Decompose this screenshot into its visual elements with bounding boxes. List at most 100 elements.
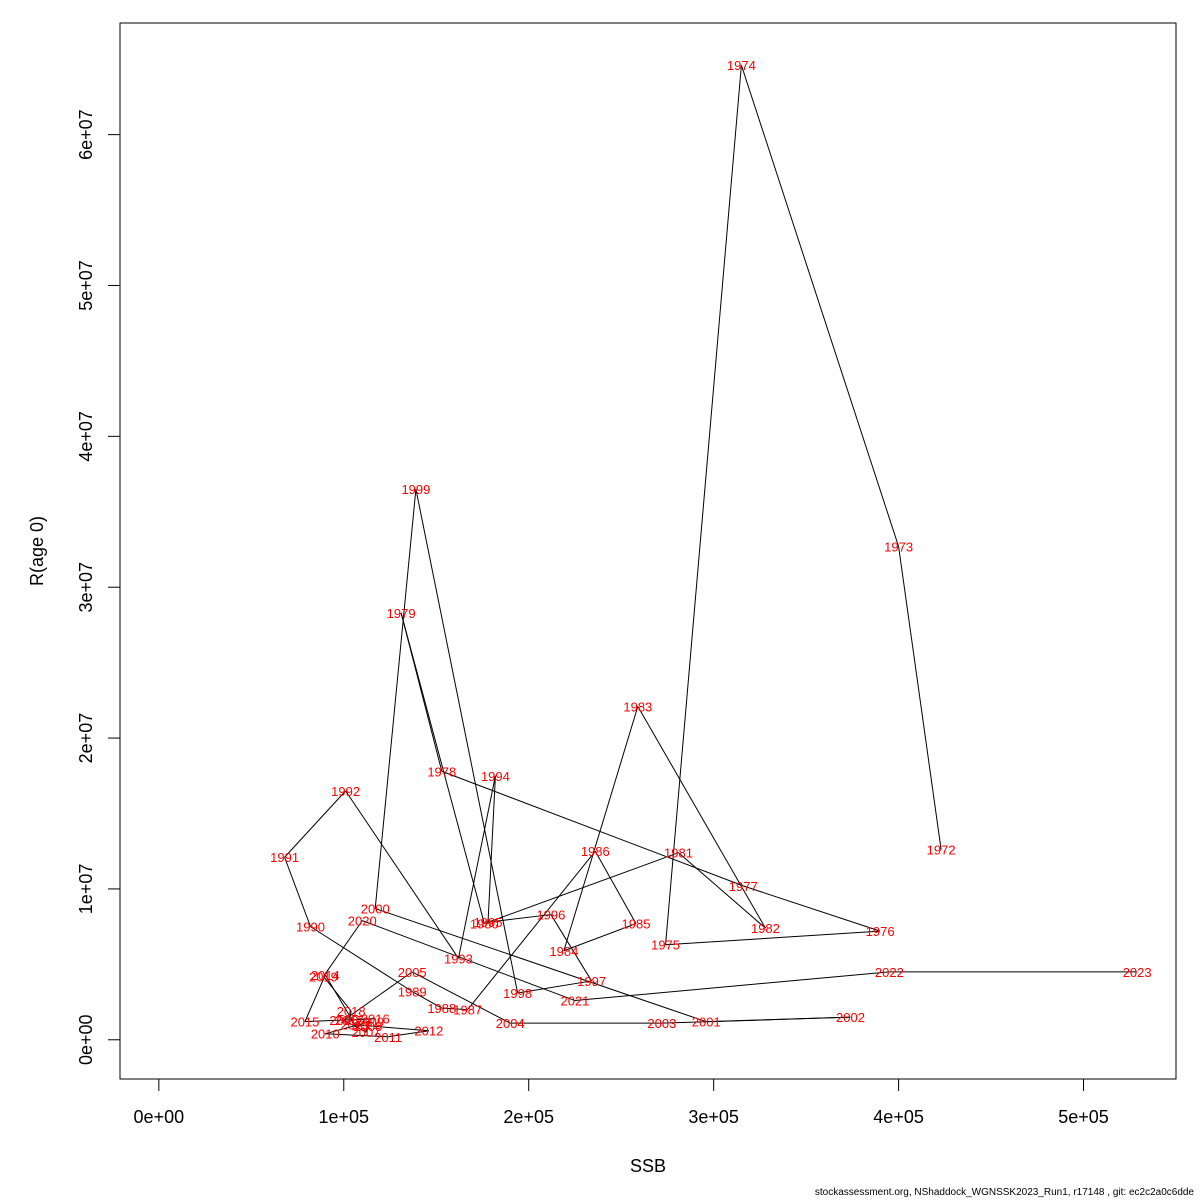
path-segment: [375, 908, 707, 1023]
path-segment: [665, 930, 881, 946]
year-labels: 1972 1973 1974 1975 1976 1977 1978 1979 1980 1981…: [270, 58, 1151, 1045]
year-label: 1990: [296, 920, 325, 935]
path-segment: [563, 923, 637, 952]
year-label: 2019: [309, 969, 338, 984]
year-label: 2004: [496, 1016, 525, 1031]
x-tick-label: 4e+05: [873, 1107, 924, 1127]
path-segment: [304, 974, 326, 1022]
path-segment: [362, 920, 576, 1002]
year-label: 2021: [560, 994, 589, 1009]
year-label: 1978: [427, 764, 456, 779]
year-label: 1981: [664, 846, 693, 861]
year-label: 1974: [727, 58, 756, 73]
year-label: 2001: [692, 1015, 721, 1030]
path-segment: [354, 1024, 429, 1032]
path-segment: [467, 850, 596, 1010]
path-segment: [665, 65, 742, 945]
recruitment-path: [284, 65, 1138, 1038]
path-segment: [284, 790, 346, 858]
path-segment: [743, 885, 881, 932]
path-segment: [374, 489, 417, 909]
path-segment: [411, 971, 511, 1024]
path-segment: [678, 852, 766, 929]
year-label: 2012: [414, 1024, 443, 1039]
path-segment: [415, 489, 519, 994]
year-label: 2018: [337, 1004, 366, 1019]
path-segment: [637, 706, 766, 929]
path-segment: [345, 790, 459, 959]
year-label: 1983: [623, 699, 652, 714]
y-axis: 0e+00 1e+07 2e+07 3e+07 4e+07 5e+07 6e+07: [76, 109, 121, 1065]
x-axis-label: SSB: [630, 1156, 666, 1176]
year-label: 1989: [398, 985, 427, 1000]
x-tick-label: 2e+05: [503, 1107, 554, 1127]
year-label: 1997: [577, 974, 606, 989]
path-segment: [661, 1016, 851, 1024]
path-segment: [457, 775, 496, 959]
path-segment: [348, 1011, 352, 1021]
path-segment: [574, 971, 890, 1002]
path-segment: [323, 976, 352, 1012]
year-label: 2015: [290, 1015, 319, 1030]
path-segment: [365, 1026, 369, 1033]
y-tick-label: 6e+07: [76, 109, 96, 160]
year-label: 1975: [651, 938, 680, 953]
path-segment: [411, 991, 443, 1009]
year-label: 2005: [398, 965, 427, 980]
x-tick-label: 5e+05: [1058, 1107, 1109, 1127]
path-segment: [441, 770, 744, 887]
x-tick-label: 1e+05: [318, 1107, 369, 1127]
year-label: 1987: [453, 1003, 482, 1018]
year-label: 2007: [352, 1025, 381, 1040]
year-label: 1996: [536, 908, 565, 923]
path-segment: [487, 914, 551, 923]
path-segment: [563, 706, 639, 951]
x-tick-label: 3e+05: [688, 1107, 739, 1127]
year-label: 1994: [481, 769, 510, 784]
year-label: 2011: [374, 1030, 402, 1045]
year-label: 1998: [503, 986, 532, 1001]
year-label: 1982: [751, 921, 780, 936]
year-label: 1995: [474, 915, 503, 930]
x-axis: 0e+00 1e+05 2e+05 3e+05 4e+05 5e+05: [134, 1078, 1109, 1127]
footer-credit: stockassessment.org, NShaddock_WGNSSK202…: [814, 1187, 1194, 1198]
year-label: 1972: [927, 843, 956, 858]
path-segment: [898, 546, 942, 850]
year-label: 2002: [836, 1010, 865, 1025]
y-tick-label: 2e+07: [76, 713, 96, 764]
path-segment: [388, 1030, 429, 1038]
x-tick-label: 0e+00: [134, 1107, 185, 1127]
path-segment: [484, 852, 679, 925]
year-label: 2014: [311, 968, 340, 983]
path-segment: [325, 1033, 389, 1038]
y-tick-label: 4e+07: [76, 411, 96, 462]
year-label: 1979: [387, 606, 416, 621]
year-label: 2009: [355, 1015, 384, 1030]
path-segment: [400, 612, 485, 924]
year-label: 2003: [647, 1016, 676, 1031]
y-tick-label: 3e+07: [76, 562, 96, 613]
path-segment: [740, 65, 900, 547]
year-label: 2017: [335, 1013, 364, 1028]
year-label: 2006: [329, 1013, 358, 1028]
path-segment: [349, 1018, 376, 1021]
year-label: 1999: [401, 482, 430, 497]
year-label: 2008: [353, 1019, 382, 1034]
year-label: 2010: [311, 1027, 340, 1042]
path-segment: [284, 857, 311, 927]
year-label: 1988: [427, 1001, 456, 1016]
y-tick-label: 5e+07: [76, 260, 96, 311]
year-label: 1985: [622, 917, 651, 932]
y-axis-label: R(age 0): [27, 516, 47, 586]
year-label: 1993: [444, 951, 473, 966]
path-segment: [310, 926, 413, 992]
year-label: 2013: [340, 1018, 369, 1033]
path-segment: [343, 971, 413, 1021]
year-label: 2023: [1123, 965, 1152, 980]
year-label: 1991: [270, 850, 299, 865]
year-label: 2022: [875, 965, 904, 980]
y-tick-label: 0e+00: [76, 1014, 96, 1065]
path-segment: [487, 775, 496, 923]
path-segment: [550, 914, 593, 982]
